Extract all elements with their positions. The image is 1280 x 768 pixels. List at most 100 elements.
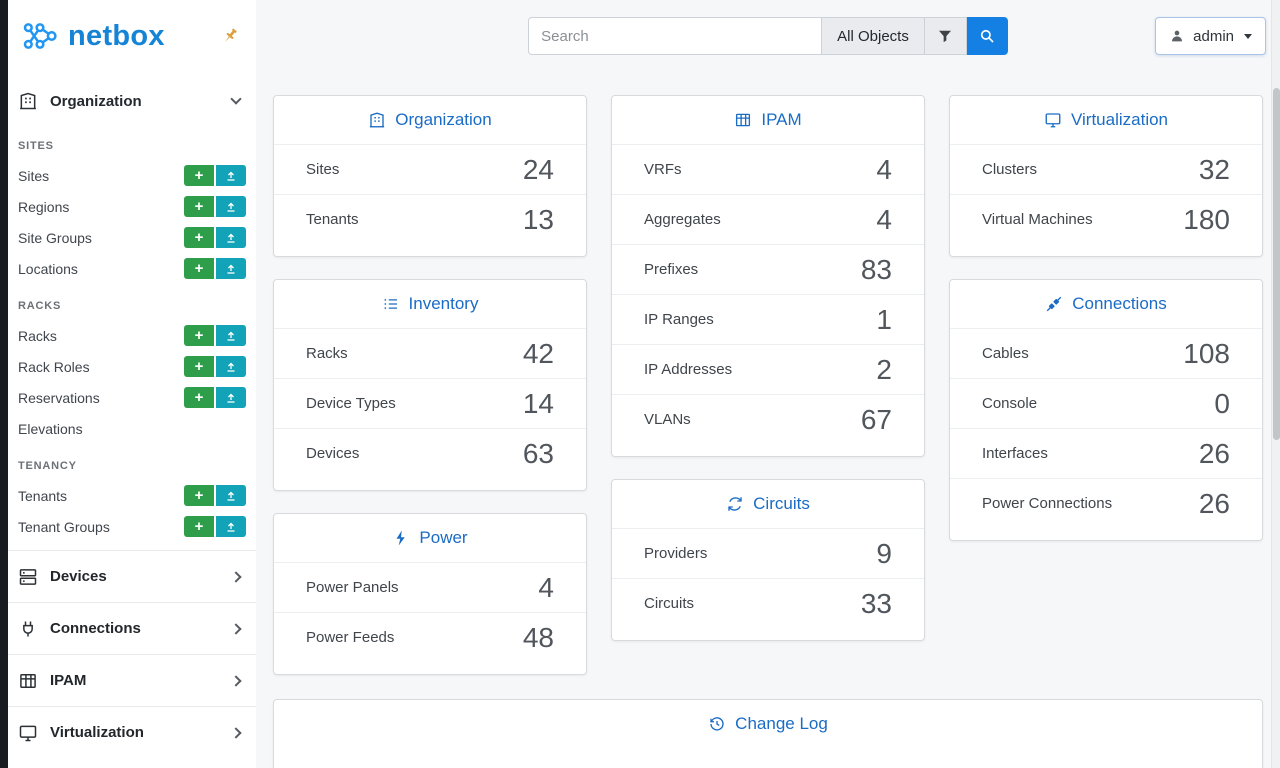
stat-value[interactable]: 1 [876,303,892,335]
sidebar-link[interactable]: Reservations [18,389,100,406]
page-scrollbar[interactable] [1271,0,1280,768]
virtualization-card: Virtualization Clusters 32 Virtual Machi… [949,95,1263,257]
stat-value[interactable]: 13 [522,203,554,235]
upload-icon [227,362,235,372]
stat-value[interactable]: 108 [1183,337,1230,369]
circuits-card: Circuits Providers 9 Circuits 33 [611,479,925,641]
add-button[interactable]: + [184,196,214,217]
stat-label[interactable]: Clusters [982,161,1038,178]
dashboard-column-1: Organization Sites 24 Tenants 13 [273,95,587,675]
sidebar-item-site-groups: Site Groups + [0,222,256,253]
stat-value[interactable]: 4 [876,153,892,185]
import-button[interactable] [216,387,246,408]
stat-value[interactable]: 4 [538,571,554,603]
stat-label[interactable]: Power Panels [306,579,399,596]
stat-value[interactable]: 0 [1214,387,1230,419]
stat-value[interactable]: 24 [522,153,554,185]
add-button[interactable]: + [184,258,214,279]
stat-label[interactable]: Device Types [306,395,396,412]
add-button[interactable]: + [184,325,214,346]
organization-card: Organization Sites 24 Tenants 13 [273,95,587,257]
import-button[interactable] [216,356,246,377]
stat-label[interactable]: Power Connections [982,495,1113,512]
building-icon [370,112,385,128]
import-button[interactable] [216,165,246,186]
sidebar-link[interactable]: Elevations [18,420,83,437]
sidebar-item-elevations: Elevations [0,413,256,444]
sidebar-item-virtualization[interactable]: Virtualization [0,706,256,758]
stat-row: Virtual Machines 180 [950,194,1262,244]
virtualization-icon [19,725,37,741]
sidebar-link[interactable]: Sites [18,167,50,184]
stat-label[interactable]: Devices [306,445,360,462]
stat-label[interactable]: Prefixes [644,261,699,278]
stat-label[interactable]: IP Addresses [644,361,733,378]
stat-label[interactable]: Racks [306,345,348,362]
pin-icon[interactable] [220,26,240,46]
sidebar-link[interactable]: Tenants [18,487,68,504]
sidebar-item-organization[interactable]: Organization [0,78,256,124]
stat-label[interactable]: VRFs [644,161,682,178]
stat-value[interactable]: 83 [860,253,892,285]
sidebar-link[interactable]: Tenant Groups [18,518,110,535]
stat-label[interactable]: Virtual Machines [982,211,1093,228]
add-button[interactable]: + [184,165,214,186]
sidebar-link[interactable]: Regions [18,198,70,215]
stat-value[interactable]: 63 [522,437,554,469]
add-button[interactable]: + [184,227,214,248]
import-button[interactable] [216,485,246,506]
netbox-logo[interactable]: netbox [18,16,165,56]
stat-value[interactable]: 33 [860,587,892,619]
sidebar-link[interactable]: Site Groups [18,229,92,246]
import-button[interactable] [216,325,246,346]
user-menu-button[interactable]: admin [1155,17,1266,55]
chevron-down-icon [230,93,242,105]
sidebar-item-label: Devices [50,568,107,585]
sidebar-item-connections[interactable]: Connections [0,602,256,654]
sidebar-item-label: Connections [50,620,141,637]
scrollbar-thumb[interactable] [1273,88,1280,440]
stat-value[interactable]: 9 [876,537,892,569]
stat-label[interactable]: Interfaces [982,445,1048,462]
add-button[interactable]: + [184,516,214,537]
stat-label[interactable]: Console [982,395,1038,412]
stat-label[interactable]: Cables [982,345,1029,362]
stat-value[interactable]: 67 [860,403,892,435]
stat-label[interactable]: Power Feeds [306,629,395,646]
sidebar-header: netbox [0,0,256,66]
search-submit-button[interactable] [966,17,1008,55]
stat-label[interactable]: Aggregates [644,211,721,228]
add-button[interactable]: + [184,485,214,506]
stat-label[interactable]: IP Ranges [644,311,714,328]
stat-value[interactable]: 42 [522,337,554,369]
import-button[interactable] [216,227,246,248]
sidebar-link[interactable]: Rack Roles [18,358,90,375]
sidebar-link[interactable]: Racks [18,327,57,344]
stat-label[interactable]: Providers [644,545,708,562]
stat-value[interactable]: 48 [522,621,554,653]
stat-value[interactable]: 32 [1198,153,1230,185]
stat-value[interactable]: 26 [1198,437,1230,469]
object-scope-button[interactable]: All Objects [821,17,925,55]
left-edge-strip [0,0,8,768]
stat-value[interactable]: 2 [876,353,892,385]
stat-label[interactable]: Tenants [306,211,359,228]
search-input[interactable] [528,17,822,55]
stat-value[interactable]: 14 [522,387,554,419]
sidebar-item-ipam[interactable]: IPAM [0,654,256,706]
sidebar-item-devices[interactable]: Devices [0,550,256,602]
add-button[interactable]: + [184,387,214,408]
add-button[interactable]: + [184,356,214,377]
sidebar-link[interactable]: Locations [18,260,78,277]
stat-label[interactable]: Circuits [644,595,695,612]
filter-button[interactable] [924,17,967,55]
stat-label[interactable]: VLANs [644,411,691,428]
stat-value[interactable]: 180 [1183,203,1230,235]
stat-value[interactable]: 4 [876,203,892,235]
import-button[interactable] [216,516,246,537]
stat-label[interactable]: Sites [306,161,340,178]
stat-value[interactable]: 26 [1198,487,1230,519]
import-button[interactable] [216,258,246,279]
netbox-logo-icon [23,23,57,49]
import-button[interactable] [216,196,246,217]
